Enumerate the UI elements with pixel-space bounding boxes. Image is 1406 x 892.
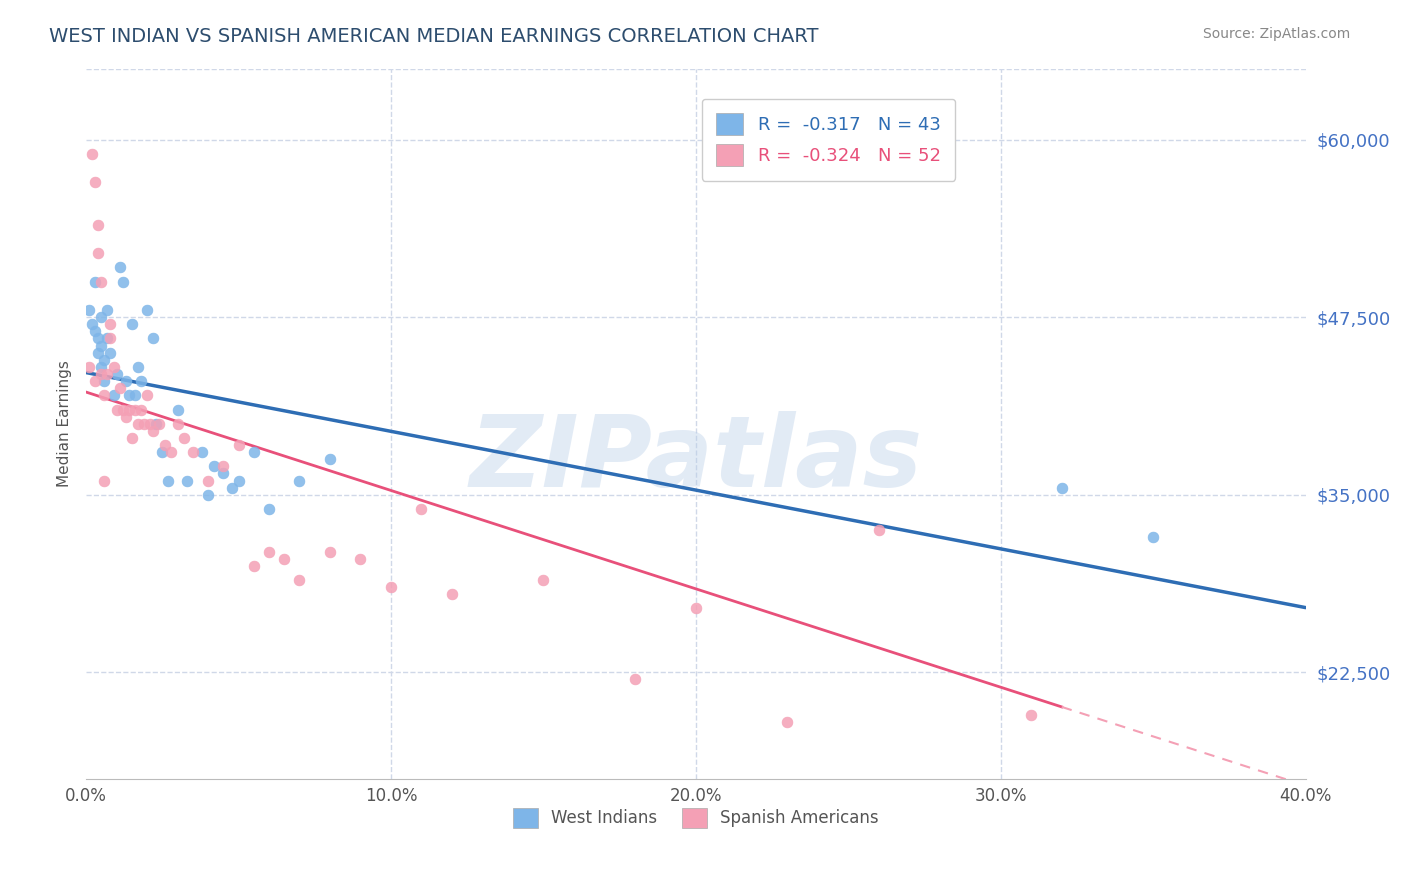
Point bbox=[166, 402, 188, 417]
Point bbox=[84, 374, 107, 388]
Point bbox=[136, 303, 159, 318]
Point bbox=[191, 445, 214, 459]
Point bbox=[100, 331, 122, 345]
Point bbox=[77, 359, 100, 374]
Point bbox=[176, 474, 198, 488]
Point bbox=[212, 467, 235, 481]
Point bbox=[93, 374, 115, 388]
Point bbox=[166, 417, 188, 431]
Point bbox=[129, 402, 152, 417]
Text: WEST INDIAN VS SPANISH AMERICAN MEDIAN EARNINGS CORRELATION CHART: WEST INDIAN VS SPANISH AMERICAN MEDIAN E… bbox=[49, 27, 818, 45]
Point bbox=[87, 246, 110, 260]
Point bbox=[90, 359, 112, 374]
Point bbox=[349, 551, 371, 566]
Point bbox=[111, 275, 134, 289]
Point bbox=[228, 474, 250, 488]
Point bbox=[776, 715, 799, 730]
Point bbox=[127, 359, 149, 374]
Point bbox=[100, 345, 122, 359]
Point bbox=[111, 402, 134, 417]
Point bbox=[160, 445, 183, 459]
Point bbox=[90, 310, 112, 325]
Point bbox=[157, 474, 180, 488]
Point bbox=[105, 402, 128, 417]
Point bbox=[440, 587, 463, 601]
Point bbox=[1142, 530, 1164, 544]
Point bbox=[96, 331, 118, 345]
Point bbox=[685, 601, 707, 615]
Point bbox=[103, 388, 125, 402]
Point bbox=[118, 402, 141, 417]
Point bbox=[84, 175, 107, 189]
Point bbox=[319, 452, 342, 467]
Point bbox=[212, 459, 235, 474]
Point bbox=[93, 388, 115, 402]
Point bbox=[150, 445, 173, 459]
Text: Source: ZipAtlas.com: Source: ZipAtlas.com bbox=[1202, 27, 1350, 41]
Legend: West Indians, Spanish Americans: West Indians, Spanish Americans bbox=[506, 801, 886, 835]
Point bbox=[288, 474, 311, 488]
Point bbox=[124, 388, 146, 402]
Text: ZIPatlas: ZIPatlas bbox=[470, 410, 922, 508]
Point bbox=[319, 544, 342, 558]
Point bbox=[145, 417, 167, 431]
Point bbox=[242, 558, 264, 573]
Point bbox=[181, 445, 204, 459]
Point bbox=[96, 303, 118, 318]
Point bbox=[121, 318, 143, 332]
Point bbox=[129, 374, 152, 388]
Point bbox=[87, 218, 110, 232]
Point bbox=[105, 367, 128, 381]
Point bbox=[93, 352, 115, 367]
Point bbox=[380, 580, 402, 594]
Point bbox=[624, 673, 647, 687]
Point bbox=[242, 445, 264, 459]
Point bbox=[93, 474, 115, 488]
Point bbox=[108, 381, 131, 395]
Point bbox=[87, 345, 110, 359]
Point bbox=[1019, 708, 1042, 723]
Point bbox=[103, 359, 125, 374]
Point bbox=[90, 275, 112, 289]
Point bbox=[124, 402, 146, 417]
Point bbox=[1050, 481, 1073, 495]
Point bbox=[257, 544, 280, 558]
Point bbox=[142, 331, 165, 345]
Point bbox=[82, 146, 104, 161]
Point bbox=[273, 551, 295, 566]
Point bbox=[84, 275, 107, 289]
Point bbox=[118, 388, 141, 402]
Point bbox=[121, 431, 143, 445]
Point bbox=[139, 417, 162, 431]
Point bbox=[114, 374, 136, 388]
Point bbox=[531, 573, 554, 587]
Point bbox=[202, 459, 225, 474]
Point bbox=[96, 367, 118, 381]
Point bbox=[257, 502, 280, 516]
Point bbox=[114, 409, 136, 424]
Point bbox=[228, 438, 250, 452]
Point bbox=[173, 431, 195, 445]
Point bbox=[221, 481, 243, 495]
Point bbox=[100, 318, 122, 332]
Point bbox=[127, 417, 149, 431]
Y-axis label: Median Earnings: Median Earnings bbox=[58, 360, 72, 487]
Point bbox=[90, 367, 112, 381]
Point bbox=[87, 331, 110, 345]
Point bbox=[90, 338, 112, 352]
Point bbox=[142, 424, 165, 438]
Point bbox=[411, 502, 433, 516]
Point bbox=[148, 417, 170, 431]
Point bbox=[108, 260, 131, 275]
Point bbox=[84, 324, 107, 338]
Point bbox=[197, 474, 219, 488]
Point bbox=[82, 318, 104, 332]
Point bbox=[155, 438, 177, 452]
Point bbox=[868, 523, 890, 537]
Point bbox=[197, 488, 219, 502]
Point bbox=[288, 573, 311, 587]
Point bbox=[77, 303, 100, 318]
Point bbox=[132, 417, 155, 431]
Point bbox=[136, 388, 159, 402]
